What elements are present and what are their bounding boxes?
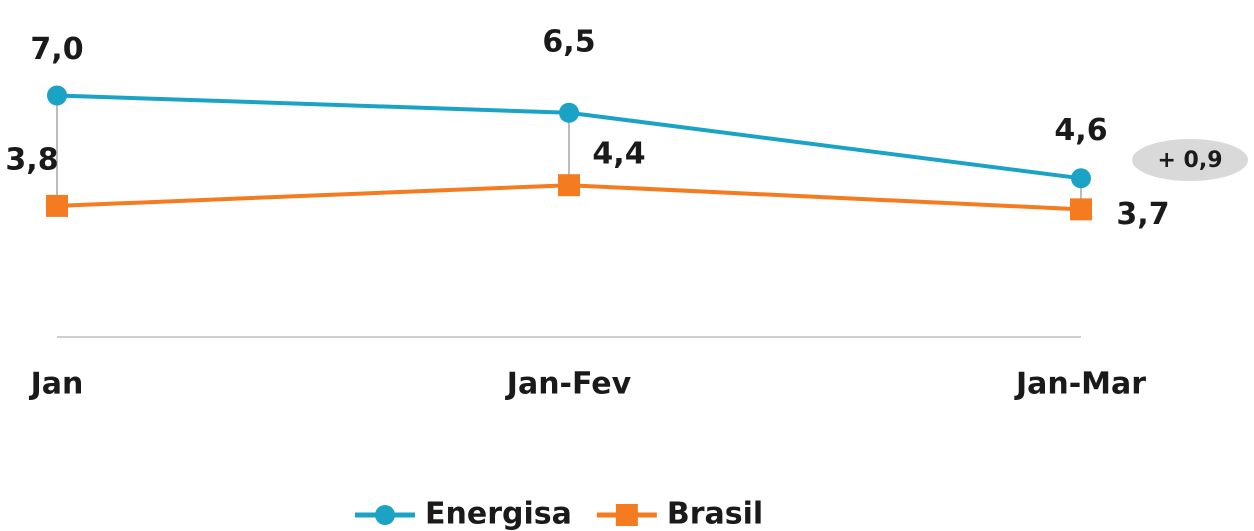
- data-label: 7,0: [30, 32, 83, 67]
- point: [558, 174, 580, 197]
- data-label: 6,5: [542, 24, 595, 59]
- point: [46, 194, 68, 217]
- x-tick-label: Jan: [29, 367, 84, 402]
- legend-label: Brasil: [667, 497, 763, 531]
- point: [1070, 198, 1092, 221]
- data-label: 4,4: [592, 137, 645, 172]
- point: [559, 102, 579, 123]
- annotation: + 0,9: [1157, 148, 1222, 173]
- x-tick-label: Jan-Fev: [505, 367, 632, 402]
- data-label: 3,7: [1116, 197, 1169, 232]
- point: [47, 85, 67, 106]
- legend-marker: [375, 505, 395, 525]
- data-label: 3,8: [5, 142, 58, 177]
- x-tick-label: Jan-Mar: [1014, 367, 1146, 402]
- data-label: 4,6: [1054, 113, 1107, 148]
- point: [1071, 168, 1091, 189]
- legend-label: Energisa: [425, 497, 572, 531]
- legend-marker: [615, 504, 638, 526]
- annotation-bubble: [1132, 139, 1248, 181]
